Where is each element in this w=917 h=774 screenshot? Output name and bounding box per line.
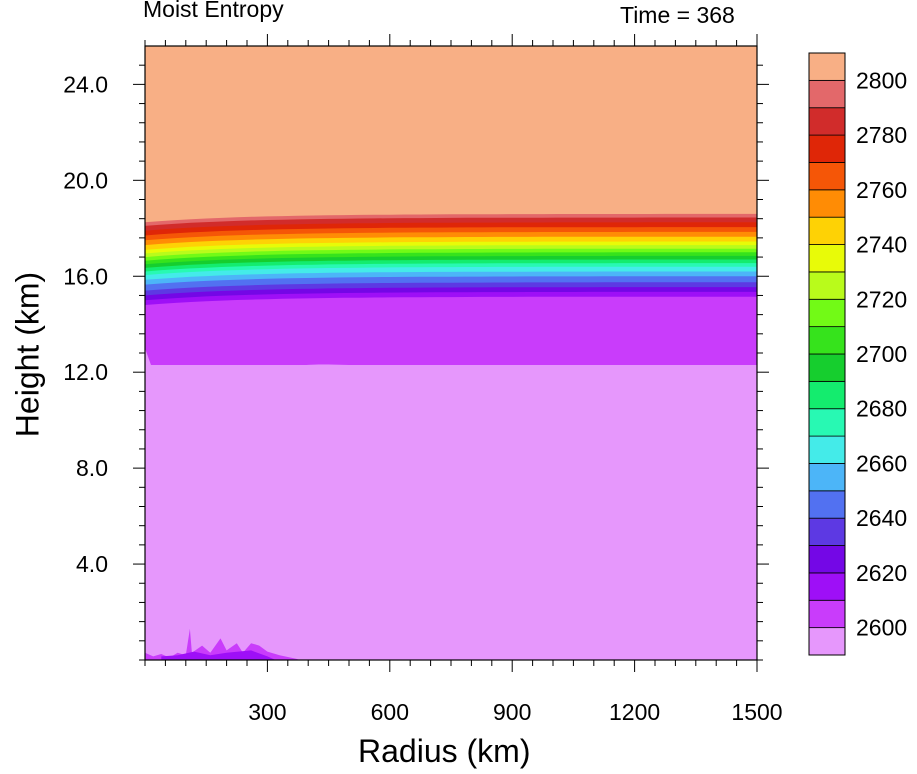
colorbar-swatch — [808, 216, 846, 245]
y-axis-label: Height (km) — [9, 271, 46, 438]
colorbar-swatch — [808, 572, 846, 601]
colorbar-frame — [808, 52, 846, 656]
colorbar-label: 2740 — [856, 232, 907, 258]
contour-band — [145, 296, 757, 365]
x-tick-label: 900 — [493, 699, 531, 725]
colorbar-label: 2780 — [856, 122, 907, 148]
y-tick-label: 24.0 — [63, 71, 108, 97]
colorbar-swatch — [808, 162, 846, 191]
colorbar-label: 2720 — [856, 286, 907, 312]
colorbar-swatch — [808, 627, 846, 656]
colorbar-swatch — [808, 271, 846, 300]
y-tick-label: 4.0 — [76, 551, 108, 577]
lower-band-edge — [145, 348, 757, 385]
colorbar-label: 2680 — [856, 396, 907, 422]
colorbar-swatch — [808, 189, 846, 218]
surface-anomaly — [145, 628, 300, 660]
colorbar-label: 2600 — [856, 615, 907, 641]
x-axis-label: Radius (km) — [358, 733, 531, 769]
colorbar-swatch — [808, 517, 846, 546]
colorbar-label: 2640 — [856, 505, 907, 531]
x-tick-label: 1500 — [731, 699, 782, 725]
surface-anomaly-core — [161, 650, 276, 660]
y-tick-label: 12.0 — [63, 359, 108, 385]
colorbar-swatch — [808, 107, 846, 136]
y-tick-label: 8.0 — [76, 455, 108, 481]
y-tick-label: 20.0 — [63, 167, 108, 193]
colorbar-swatch — [808, 326, 846, 355]
colorbar-label: 2660 — [856, 450, 907, 476]
colorbar-label: 2700 — [856, 341, 907, 367]
colorbar-swatch — [808, 463, 846, 492]
axes: 300 600 900 1200 1500 4.0 8.0 12.0 16.0 20.0 24.0 — [63, 34, 783, 725]
colorbar-label: 2760 — [856, 177, 907, 203]
colorbar-swatch — [808, 298, 846, 328]
colorbar-swatch — [808, 545, 846, 574]
colorbar-label: 2800 — [856, 67, 907, 93]
colorbar-label: 2620 — [856, 560, 907, 586]
plot-area — [145, 46, 757, 660]
colorbar-swatch — [808, 134, 846, 163]
colorbar-swatch — [808, 490, 846, 519]
y-tick-label: 16.0 — [63, 263, 108, 289]
time-label: Time = 368 — [620, 2, 735, 28]
x-tick-label: 600 — [371, 699, 409, 725]
x-tick-label: 1200 — [609, 699, 660, 725]
colorbar: 2600 2620 2640 2660 2680 2700 2720 2740 2760 2780… — [808, 52, 907, 656]
colorbar-swatch — [808, 52, 846, 81]
colorbar-swatch — [808, 380, 846, 410]
x-tick-label: 300 — [248, 699, 286, 725]
colorbar-swatch — [808, 435, 846, 464]
colorbar-swatch — [808, 79, 846, 109]
colorbar-swatch — [808, 353, 846, 382]
colorbar-swatch — [808, 244, 846, 273]
colorbar-swatch — [808, 599, 846, 629]
chart-title: Moist Entropy — [143, 0, 284, 22]
colorbar-swatch — [808, 408, 846, 437]
